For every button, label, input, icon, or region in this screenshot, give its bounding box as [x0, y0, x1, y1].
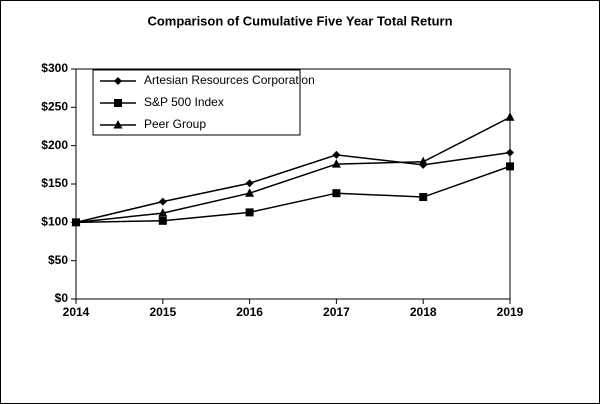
marker: [331, 159, 341, 168]
marker: [158, 216, 167, 225]
x-tick-label: 2016: [236, 305, 263, 319]
x-tick-label: 2014: [63, 305, 90, 319]
marker: [419, 193, 428, 202]
marker: [245, 179, 254, 188]
marker: [245, 208, 254, 217]
y-tick-label: $200: [41, 138, 68, 152]
marker: [505, 112, 515, 121]
marker: [332, 150, 341, 159]
x-tick-label: 2019: [497, 305, 524, 319]
legend-label: Artesian Resources Corporation: [144, 73, 315, 87]
marker: [506, 148, 514, 157]
legend-label: S&P 500 Index: [144, 95, 224, 109]
y-tick-label: $300: [41, 61, 68, 75]
series-line: [75, 165, 511, 224]
marker: [114, 77, 122, 85]
marker: [158, 208, 168, 217]
y-tick-label: $0: [55, 291, 69, 305]
series-line: [75, 151, 511, 224]
x-tick-label: 2017: [323, 305, 350, 319]
y-tick-label: $250: [41, 100, 68, 114]
x-tick-label: 2015: [149, 305, 176, 319]
chart-title: Comparison of Cumulative Five Year Total…: [147, 13, 452, 28]
y-tick-label: $150: [41, 176, 68, 190]
marker: [506, 162, 514, 171]
marker: [332, 189, 341, 198]
marker: [418, 156, 428, 166]
y-tick-label: $50: [48, 253, 68, 267]
series-line: [75, 116, 511, 224]
marker: [245, 188, 255, 197]
x-tick-label: 2018: [410, 305, 437, 319]
marker: [113, 120, 123, 129]
marker: [158, 197, 167, 206]
marker: [71, 217, 81, 226]
y-tick-label: $100: [41, 215, 68, 229]
legend-label: Peer Group: [144, 117, 206, 131]
marker: [114, 99, 122, 107]
